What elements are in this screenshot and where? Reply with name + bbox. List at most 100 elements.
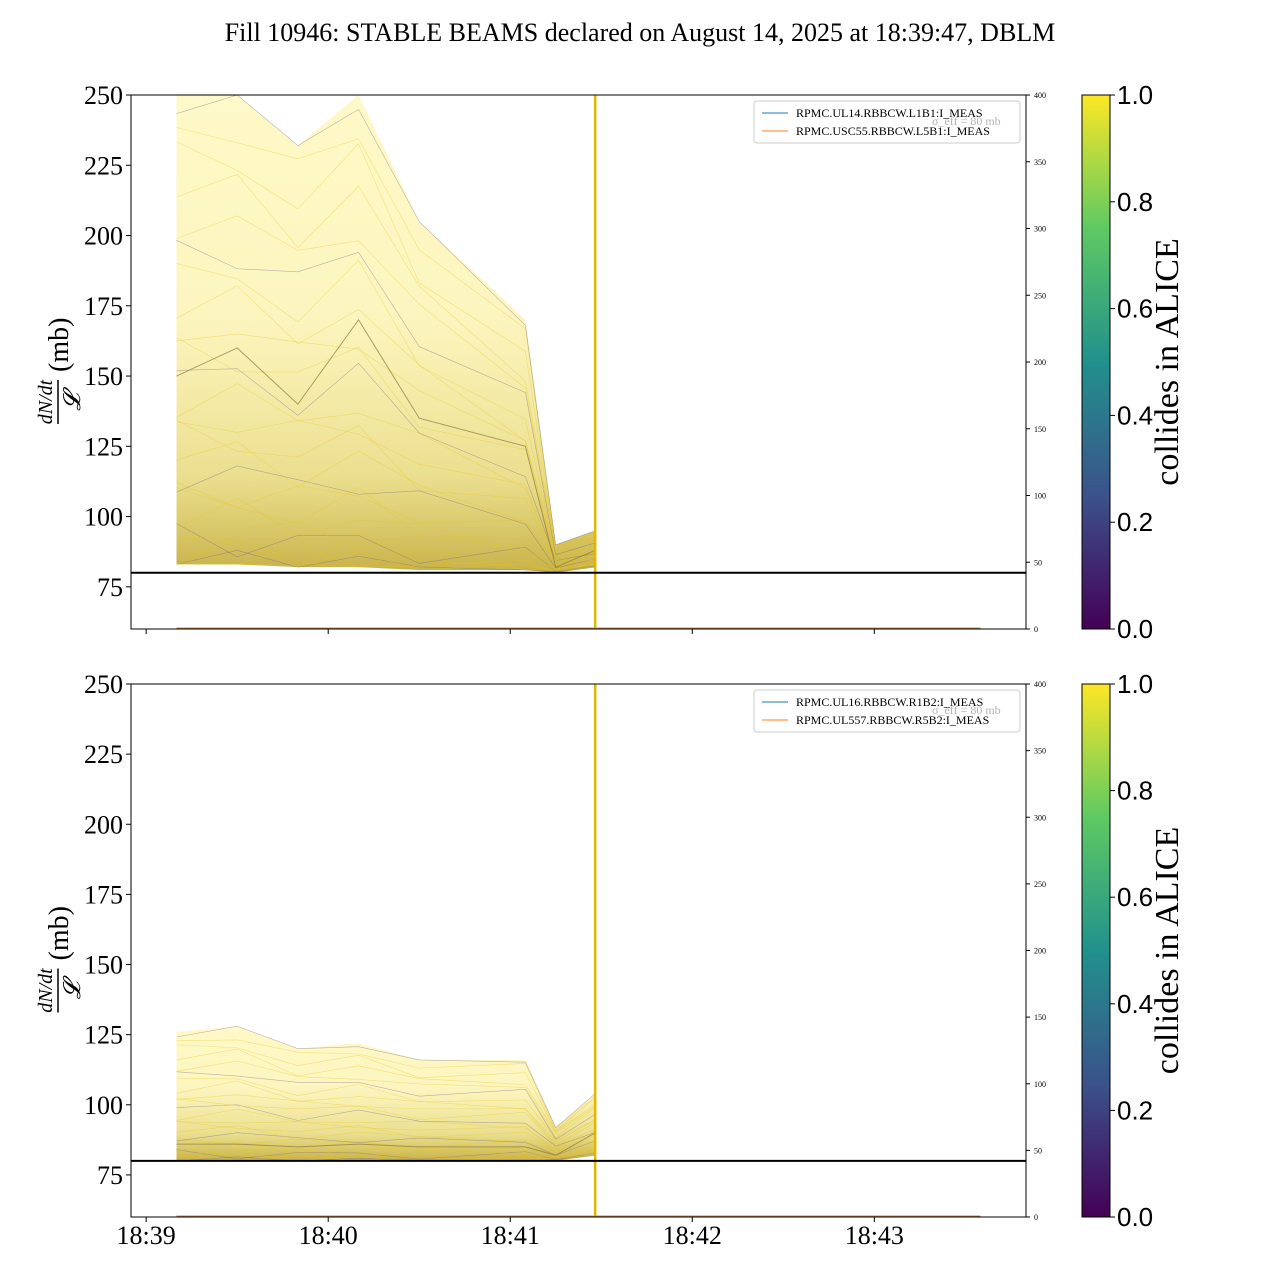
right-y-tick-label: 150 [1034, 1013, 1046, 1022]
loss-trace [176, 1025, 596, 1129]
loss-trace [176, 1121, 596, 1152]
loss-trace [176, 141, 596, 549]
loss-trace [176, 127, 596, 549]
colorbar-tick-label: 0.6 [1117, 294, 1153, 324]
loss-trace [176, 1071, 596, 1140]
y-label-unit: (mb) [44, 318, 75, 372]
loss-trace [176, 420, 596, 566]
y-label-numerator: dN/dt [35, 968, 57, 1013]
colorbar: 0.0 0.2 0.4 0.6 0.8 1.0 collides in ALICE [1081, 669, 1186, 1232]
loss-trace [176, 1149, 596, 1160]
loss-trace [176, 1132, 596, 1156]
loss-trace [176, 383, 596, 564]
legend: RPMC.UL16.RBBCW.R1B2:I_MEAS RPMC.UL557.RB… [753, 689, 1021, 733]
loss-trace [176, 545, 596, 574]
y-tick-label: 150 [84, 951, 123, 980]
y-tick-label: 200 [84, 810, 123, 839]
right-y-tick-label: 350 [1034, 158, 1046, 167]
loss-trace [176, 1048, 596, 1134]
colorbar-tick-label: 0.4 [1117, 400, 1153, 430]
legend-entry: RPMC.UL16.RBBCW.R1B2:I_MEAS [796, 695, 983, 709]
y-tick-label: 125 [84, 432, 123, 461]
colorbar-tick-label: 0.6 [1117, 882, 1153, 912]
y-tick-label: 250 [84, 81, 123, 110]
y-tick-label: 175 [84, 880, 123, 909]
y-tick-label: 125 [84, 1021, 123, 1050]
loss-trace [176, 521, 596, 572]
colorbar-tick-label: 0.0 [1117, 614, 1153, 644]
loss-trace [176, 1098, 596, 1147]
colorbar-tick-label: 1.0 [1117, 80, 1153, 110]
y-label-numerator: dN/dt [35, 379, 57, 424]
loss-trace [176, 1094, 596, 1146]
legend-entry: RPMC.UL557.RBBCW.R5B2:I_MEAS [796, 713, 989, 727]
loss-trace [176, 1044, 596, 1132]
right-y-tick-label: 250 [1034, 880, 1046, 889]
threshold-annotation: σ_eff = 80 mb [932, 703, 1001, 717]
colorbar: 0.0 0.2 0.4 0.6 0.8 1.0 collides in ALICE [1081, 80, 1186, 644]
loss-trace [176, 1104, 596, 1147]
right-y-tick-label: 200 [1034, 358, 1046, 367]
loss-trace [176, 1151, 596, 1162]
right-y-tick-label: 250 [1034, 291, 1046, 300]
y-tick-label: 225 [84, 151, 123, 180]
loss-trace [176, 536, 596, 573]
right-y-tick-label: 300 [1034, 813, 1046, 822]
y-label-denominator: 𝓛 [60, 975, 86, 999]
right-y-tick-label: 350 [1034, 747, 1046, 756]
loss-trace [176, 544, 596, 573]
loss-trace [176, 487, 596, 569]
loss-trace [176, 1121, 596, 1153]
x-tick-label: 18:39 [117, 1221, 176, 1250]
plot-area [176, 95, 981, 629]
legend-box [753, 689, 1021, 733]
chart-title: Fill 10946: STABLE BEAMS declared on Aug… [224, 18, 1056, 47]
right-y-tick-label: 200 [1034, 947, 1046, 956]
loss-trace-band [176, 1026, 596, 1161]
y-tick-label: 150 [84, 362, 123, 391]
colorbar-tick-label: 0.4 [1117, 989, 1153, 1019]
loss-trace [176, 420, 596, 566]
colorbar-label: collides in ALICE [1149, 827, 1186, 1074]
loss-trace [176, 215, 596, 554]
x-tick-label: 18:40 [299, 1221, 358, 1250]
y-axis-label: dN/dt 𝓛 (mb) [35, 318, 86, 425]
right-y-tick-label: 50 [1034, 1146, 1042, 1155]
y-tick-label: 100 [84, 1091, 123, 1120]
legend-entry: RPMC.UL14.RBBCW.L1B1:I_MEAS [796, 106, 983, 120]
y-tick-label: 75 [97, 573, 123, 602]
loss-trace-band [176, 95, 596, 573]
x-tick-label: 18:43 [845, 1221, 904, 1250]
colorbar-gradient [1081, 94, 1111, 630]
legend: RPMC.UL14.RBBCW.L1B1:I_MEAS RPMC.USC55.RB… [753, 100, 1021, 144]
x-tick-label: 18:41 [481, 1221, 540, 1250]
loss-trace-mean [176, 318, 596, 568]
legend-entry: RPMC.USC55.RBBCW.L5B1:I_MEAS [796, 124, 990, 138]
loss-trace [176, 550, 596, 573]
y-label-denominator: 𝓛 [60, 387, 86, 411]
loss-trace [176, 1147, 596, 1160]
loss-trace [176, 1077, 596, 1140]
y-tick-label: 75 [97, 1161, 123, 1190]
right-y-tick-label: 150 [1034, 425, 1046, 434]
y-tick-label: 250 [84, 670, 123, 699]
colorbar-label: collides in ALICE [1149, 238, 1186, 485]
loss-trace [176, 1108, 596, 1150]
panel-2: 75 100 125 150 175 200 225 250 0 50 100 150 200 250 30… [35, 669, 1186, 1250]
loss-trace [176, 1039, 596, 1132]
right-y-tick-label: 400 [1034, 680, 1046, 689]
loss-trace [176, 1154, 596, 1162]
y-tick-label: 175 [84, 292, 123, 321]
colorbar-tick-label: 0.2 [1117, 507, 1153, 537]
right-y-tick-label: 100 [1034, 492, 1046, 501]
colorbar-tick-label: 0.8 [1117, 187, 1153, 217]
plot-area [176, 684, 981, 1217]
loss-trace [176, 523, 596, 572]
y-axis-label: dN/dt 𝓛 (mb) [35, 906, 86, 1013]
y-tick-label: 225 [84, 740, 123, 769]
loss-trace [176, 95, 596, 546]
x-tick-label: 18:42 [663, 1221, 722, 1250]
right-y-tick-label: 0 [1034, 1213, 1038, 1222]
right-y-tick-label: 400 [1034, 91, 1046, 100]
